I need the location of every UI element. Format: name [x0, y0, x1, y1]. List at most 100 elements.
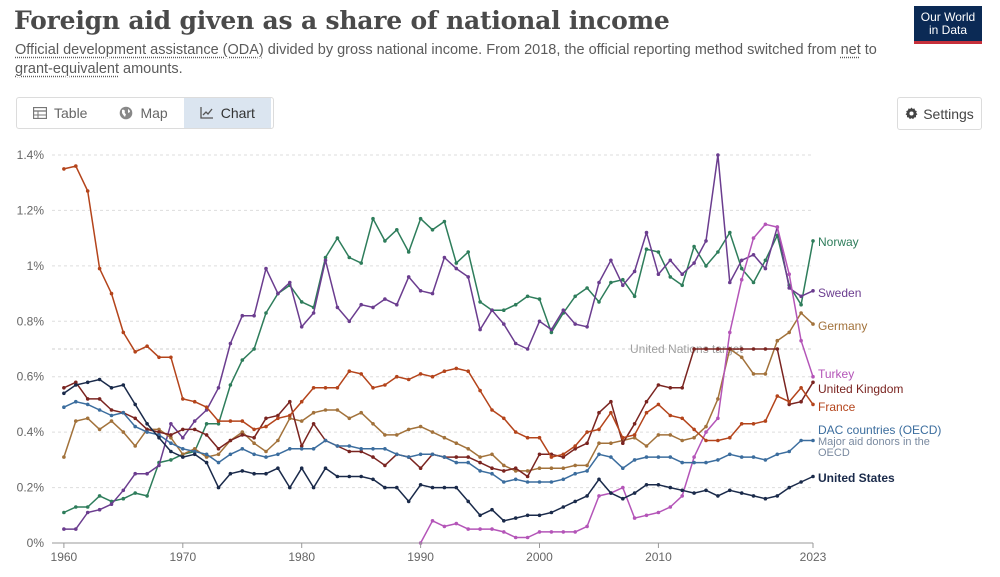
data-point[interactable] — [192, 449, 197, 454]
data-point[interactable] — [62, 167, 66, 171]
data-point[interactable] — [371, 477, 375, 482]
data-point[interactable] — [121, 410, 126, 415]
data-point[interactable] — [442, 524, 447, 529]
data-point[interactable] — [644, 444, 649, 448]
data-point[interactable] — [109, 408, 114, 412]
data-point[interactable] — [692, 427, 696, 432]
data-point[interactable] — [430, 291, 435, 296]
data-point[interactable] — [656, 455, 661, 459]
data-point[interactable] — [632, 435, 637, 440]
data-point[interactable] — [204, 405, 209, 410]
data-point[interactable] — [739, 455, 744, 459]
data-point[interactable] — [537, 297, 542, 301]
data-point[interactable] — [335, 236, 340, 240]
data-point[interactable] — [609, 258, 613, 263]
legend-label-france[interactable]: France — [818, 400, 856, 414]
data-point[interactable] — [775, 394, 780, 398]
data-point[interactable] — [311, 311, 316, 315]
data-point[interactable] — [716, 458, 720, 462]
data-point[interactable] — [192, 419, 197, 423]
data-point[interactable] — [442, 369, 447, 373]
data-point[interactable] — [371, 455, 375, 459]
data-point[interactable] — [787, 286, 791, 290]
data-point[interactable] — [264, 424, 268, 429]
data-point[interactable] — [371, 422, 375, 426]
data-point[interactable] — [585, 325, 589, 329]
data-point[interactable] — [74, 527, 78, 531]
data-point[interactable] — [85, 505, 90, 509]
data-point[interactable] — [74, 419, 78, 423]
data-point[interactable] — [85, 189, 90, 193]
data-point[interactable] — [311, 410, 316, 415]
data-point[interactable] — [811, 474, 815, 479]
data-point[interactable] — [585, 524, 589, 529]
data-point[interactable] — [359, 449, 364, 454]
data-point[interactable] — [466, 275, 471, 279]
data-point[interactable] — [406, 250, 411, 254]
data-point[interactable] — [739, 266, 744, 271]
data-point[interactable] — [347, 474, 352, 479]
data-point[interactable] — [228, 383, 233, 387]
data-point[interactable] — [502, 416, 506, 421]
data-point[interactable] — [121, 488, 126, 493]
data-point[interactable] — [395, 433, 399, 437]
data-point[interactable] — [181, 435, 185, 440]
data-point[interactable] — [513, 341, 518, 346]
data-point[interactable] — [204, 455, 209, 459]
data-point[interactable] — [549, 466, 554, 471]
data-point[interactable] — [62, 527, 66, 531]
tab-map[interactable]: Map — [103, 98, 183, 128]
data-point[interactable] — [418, 289, 423, 293]
data-point[interactable] — [597, 452, 601, 457]
data-point[interactable] — [216, 485, 221, 490]
legend-label-germany[interactable]: Germany — [818, 319, 867, 333]
data-point[interactable] — [133, 491, 137, 495]
data-point[interactable] — [323, 438, 328, 443]
data-point[interactable] — [288, 280, 292, 285]
data-point[interactable] — [133, 444, 137, 448]
data-point[interactable] — [525, 513, 530, 518]
data-point[interactable] — [276, 413, 280, 418]
data-point[interactable] — [383, 297, 387, 301]
data-point[interactable] — [692, 455, 696, 459]
data-point[interactable] — [157, 355, 161, 360]
data-point[interactable] — [252, 452, 256, 457]
data-point[interactable] — [192, 452, 197, 457]
data-point[interactable] — [335, 444, 340, 448]
data-point[interactable] — [680, 283, 684, 288]
data-point[interactable] — [418, 483, 423, 487]
data-point[interactable] — [454, 460, 459, 465]
data-point[interactable] — [133, 424, 137, 429]
data-point[interactable] — [228, 471, 233, 476]
data-point[interactable] — [704, 460, 708, 465]
data-point[interactable] — [621, 496, 625, 501]
data-point[interactable] — [85, 397, 90, 401]
data-point[interactable] — [502, 322, 506, 326]
data-point[interactable] — [204, 422, 209, 426]
data-point[interactable] — [680, 494, 684, 498]
data-point[interactable] — [704, 264, 708, 268]
data-point[interactable] — [597, 280, 601, 285]
data-point[interactable] — [466, 460, 471, 465]
data-point[interactable] — [169, 422, 173, 426]
data-point[interactable] — [97, 377, 102, 382]
data-point[interactable] — [585, 441, 589, 446]
series-france[interactable] — [62, 164, 815, 459]
data-point[interactable] — [513, 469, 518, 473]
data-point[interactable] — [597, 427, 601, 432]
data-point[interactable] — [490, 308, 494, 312]
data-point[interactable] — [751, 253, 756, 257]
data-point[interactable] — [74, 399, 78, 404]
series-line[interactable] — [63, 217, 814, 514]
data-point[interactable] — [323, 258, 328, 263]
data-point[interactable] — [466, 250, 471, 254]
data-point[interactable] — [133, 350, 137, 354]
data-point[interactable] — [466, 527, 471, 531]
data-point[interactable] — [490, 452, 494, 457]
data-point[interactable] — [751, 280, 756, 285]
data-point[interactable] — [359, 447, 364, 451]
data-point[interactable] — [252, 471, 256, 476]
data-point[interactable] — [490, 507, 494, 512]
subtitle-oda-link[interactable]: Official development assistance (ODA) — [15, 42, 264, 58]
data-point[interactable] — [621, 466, 625, 471]
